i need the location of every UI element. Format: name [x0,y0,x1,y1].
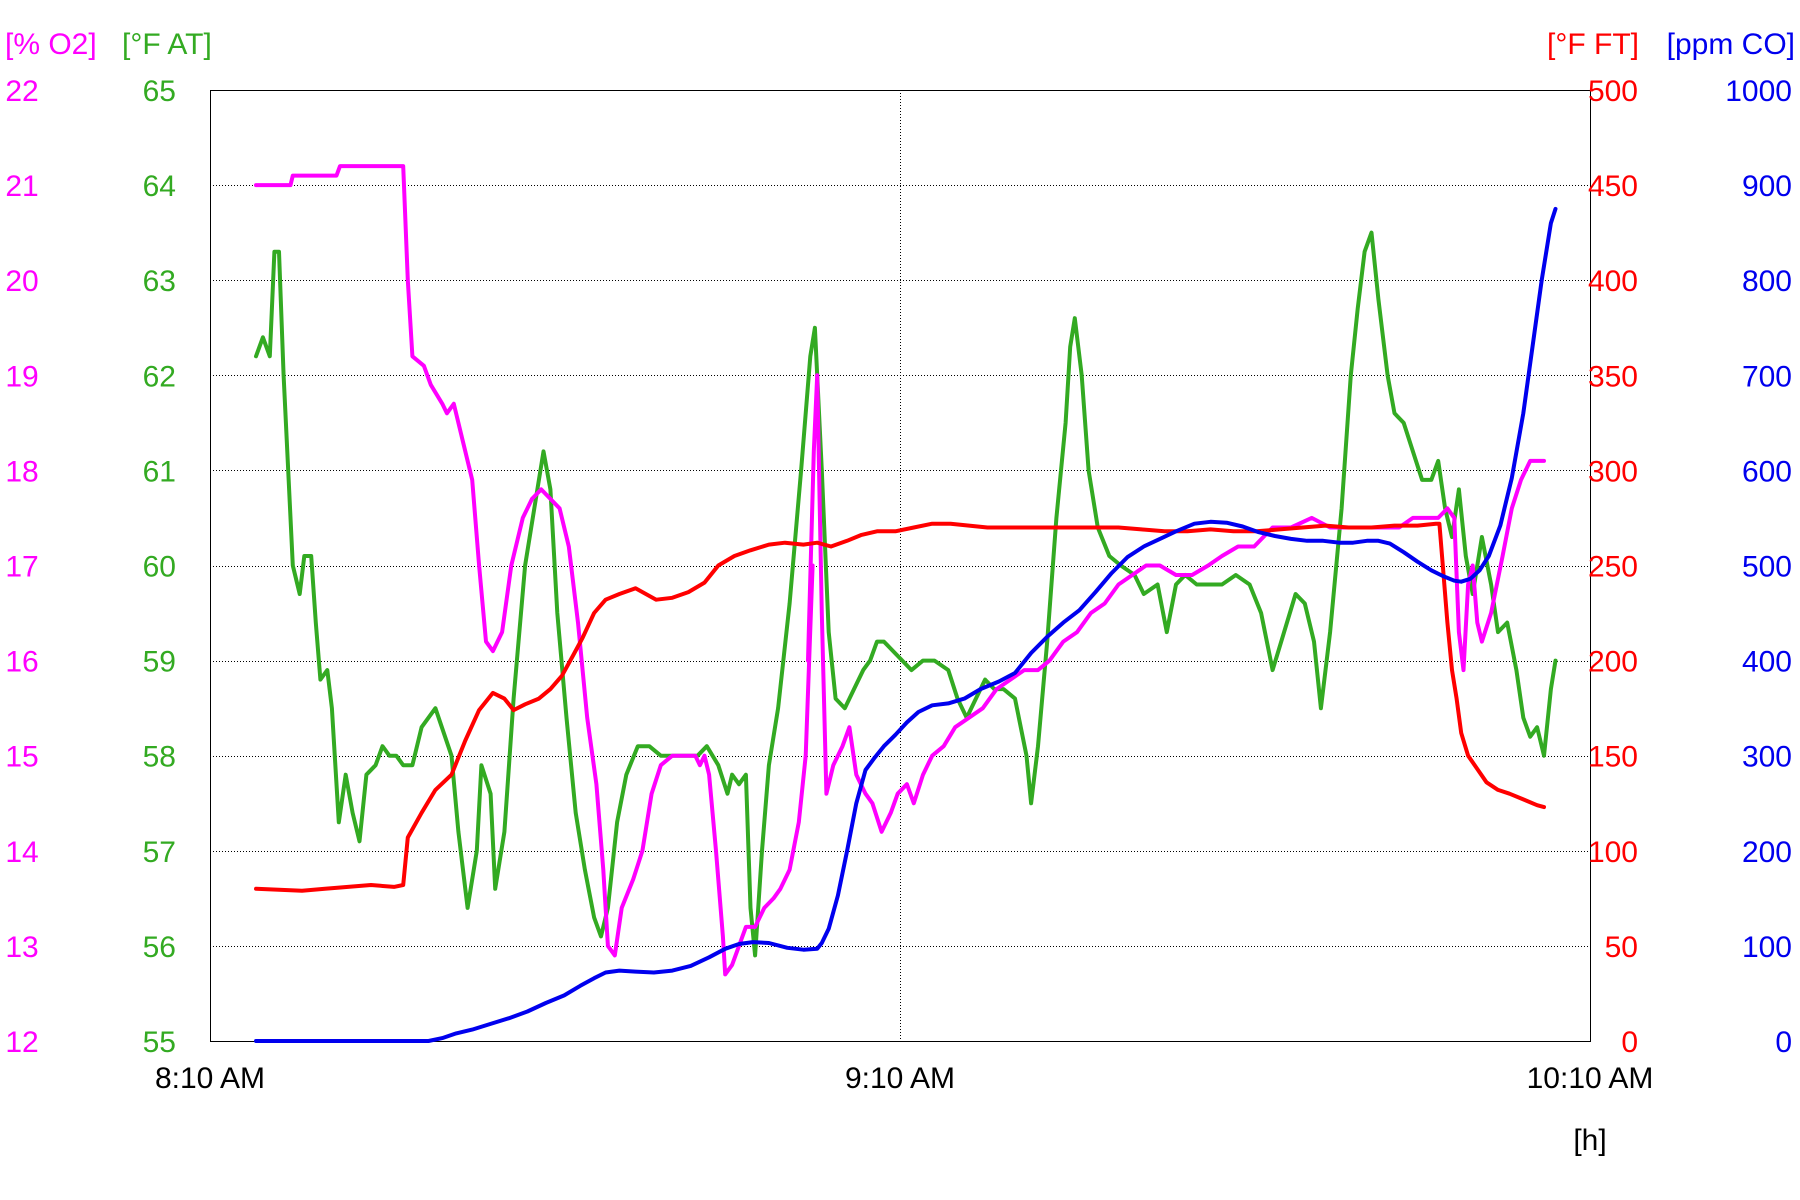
ft-tick-label: 350 [1588,360,1638,393]
co-axis-title: [ppm CO] [1667,28,1795,61]
tick-labels: 12 13 14 15 16 17 18 19 20 21 22 55 56 57 58 59 60 61 62 63… [5,75,1792,1095]
co-tick-label: 400 [1742,646,1792,679]
at-axis-title: [°F AT] [122,28,212,61]
x-tick-label: 10:10 AM [1527,1062,1654,1095]
ft-series-line [254,521,1546,893]
ft-tick-label: 300 [1588,455,1638,488]
o2-tick-label: 18 [5,455,38,488]
co-tick-label: 900 [1742,170,1792,203]
ft-tick-label: 200 [1588,646,1638,679]
at-tick-label: 57 [143,836,176,869]
co-tick-label: 1000 [1725,75,1792,108]
at-tick-label: 65 [143,75,176,108]
co-tick-label: 600 [1742,455,1792,488]
co-series-line [254,206,1558,1043]
plot-frame [210,90,1591,1042]
grid-lines [210,90,1590,1041]
at-tick-label: 64 [143,170,176,203]
at-tick-label: 60 [143,551,176,584]
o2-tick-label: 12 [5,1026,38,1059]
at-tick-label: 56 [143,931,176,964]
ft-tick-label: 50 [1605,931,1638,964]
ft-tick-label: 500 [1588,75,1638,108]
co-tick-label: 0 [1775,1026,1792,1059]
o2-tick-label: 19 [5,360,38,393]
o2-tick-label: 14 [5,836,38,869]
x-axis-title: [h] [1573,1124,1606,1157]
ft-tick-label: 450 [1588,170,1638,203]
x-tick-label: 8:10 AM [155,1062,265,1095]
ft-tick-label: 150 [1588,741,1638,774]
o2-tick-label: 20 [5,265,38,298]
co-tick-label: 500 [1742,551,1792,584]
o2-tick-label: 17 [5,551,38,584]
at-tick-label: 62 [143,360,176,393]
o2-tick-label: 22 [5,75,38,108]
series-lines [254,164,1558,1043]
at-tick-label: 55 [143,1026,176,1059]
o2-tick-label: 21 [5,170,38,203]
co-tick-label: 200 [1742,836,1792,869]
ft-axis-title: [°F FT] [1547,28,1639,61]
x-tick-label: 9:10 AM [845,1062,955,1095]
o2-tick-label: 16 [5,646,38,679]
at-tick-label: 58 [143,741,176,774]
co-tick-label: 100 [1742,931,1792,964]
co-tick-label: 700 [1742,360,1792,393]
o2-axis-title: [% O2] [5,28,97,61]
ft-tick-label: 100 [1588,836,1638,869]
at-series-line [254,230,1558,958]
ft-tick-label: 400 [1588,265,1638,298]
ft-tick-label: 0 [1621,1026,1638,1059]
co-tick-label: 800 [1742,265,1792,298]
o2-tick-label: 15 [5,741,38,774]
o2-tick-label: 13 [5,931,38,964]
at-tick-label: 61 [143,455,176,488]
at-tick-label: 59 [143,646,176,679]
at-tick-label: 63 [143,265,176,298]
co-tick-label: 300 [1742,741,1792,774]
ft-tick-label: 250 [1588,551,1638,584]
